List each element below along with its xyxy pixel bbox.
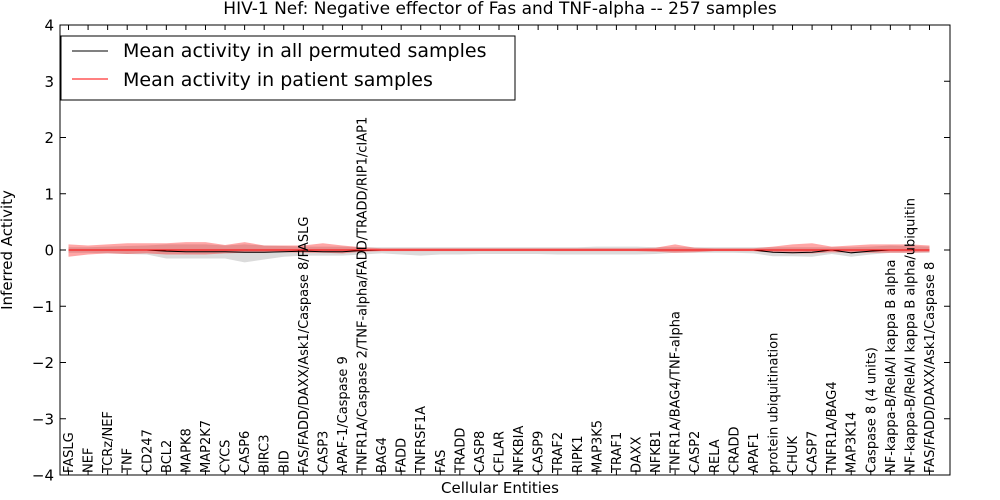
x-tick-label: CASP9 bbox=[532, 431, 547, 473]
y-tick-label: 4 bbox=[44, 17, 54, 35]
y-tick-label: 0 bbox=[44, 242, 54, 260]
y-tick-label: 1 bbox=[44, 185, 54, 203]
x-tick-label: TRAF2 bbox=[551, 432, 566, 474]
x-tick-label: TNFR1A/BAG4 bbox=[825, 381, 840, 474]
x-tick-label: NF-kappa-B/RelA/I kappa B alpha bbox=[884, 260, 899, 473]
x-tick-label: TNFR1A/BAG4/TNF-alpha bbox=[669, 311, 684, 474]
x-tick-label: BIRC3 bbox=[258, 435, 273, 474]
x-tick-label: TNFR1A/Caspase 2/TNF-alpha/FADD/TRADD/RI… bbox=[356, 117, 371, 474]
x-tick-label: NF-kappa-B/RelA/I kappa B alpha/ubiquiti… bbox=[903, 198, 918, 473]
x-tick-label: Caspase 8 (4 units) bbox=[864, 347, 879, 473]
confidence-bands bbox=[68, 242, 930, 263]
chart-title: HIV-1 Nef: Negative effector of Fas and … bbox=[223, 0, 777, 19]
x-axis-label: Cellular Entities bbox=[441, 479, 559, 497]
y-tick-label: −1 bbox=[32, 298, 54, 316]
x-tick-label: MAP3K14 bbox=[845, 412, 860, 473]
x-tick-label: FAS/FADD/DAXX/Ask1/Caspase 8/FASLG bbox=[297, 217, 312, 473]
x-tick-label: CD247 bbox=[140, 429, 155, 473]
x-tick-label: protein ubiquitination bbox=[766, 333, 781, 473]
x-tick-label: BCL2 bbox=[160, 440, 175, 473]
x-tick-label: APAF1 bbox=[747, 432, 762, 473]
legend-box bbox=[60, 35, 516, 101]
x-tick-label: TRADD bbox=[453, 428, 468, 474]
x-tick-label: CHUK bbox=[786, 436, 801, 473]
x-tick-label: BAG4 bbox=[375, 437, 390, 473]
x-tick-label: CASP7 bbox=[806, 431, 821, 473]
y-tick-label: 2 bbox=[44, 129, 54, 147]
x-tick-label: RIPK1 bbox=[571, 435, 586, 473]
x-tick-label: APAF-1/Caspase 9 bbox=[336, 356, 351, 473]
band-permuted bbox=[68, 244, 930, 263]
band-patient bbox=[68, 242, 930, 257]
x-tick-label: CASP2 bbox=[688, 431, 703, 473]
x-tick-label: BID bbox=[277, 450, 292, 473]
x-tick-label: FASLG bbox=[62, 432, 77, 473]
x-tick-label: FAS bbox=[434, 450, 449, 473]
y-tick-label: −3 bbox=[32, 410, 54, 428]
x-tick-label: MAPK8 bbox=[179, 428, 194, 473]
x-tick-label: FAS/FADD/DAXX/Ask1/Caspase 8 bbox=[923, 262, 938, 473]
x-tick-label: MAP3K5 bbox=[590, 420, 605, 473]
x-tick-label: MAP2K7 bbox=[199, 420, 214, 473]
x-tick-label: TRAF1 bbox=[610, 432, 625, 474]
y-tick-label: −2 bbox=[32, 354, 54, 372]
x-tick-label: DAXX bbox=[629, 436, 644, 473]
x-axis: FASLG NEF TCRz/NEF TNF CD247 BCL2 MAPK8 MAP2K7 C… bbox=[62, 25, 938, 475]
x-tick-label: CRADD bbox=[727, 427, 742, 474]
x-tick-label: CASP8 bbox=[473, 431, 488, 473]
x-tick-label: TNFRSF1A bbox=[414, 406, 429, 474]
plot-frame bbox=[59, 24, 951, 476]
x-tick-label: CYCS bbox=[219, 440, 234, 473]
y-tick-label: −4 bbox=[32, 467, 54, 485]
x-tick-label: TNF bbox=[121, 448, 136, 474]
x-tick-label: NFKBIA bbox=[512, 426, 527, 473]
x-tick-label: FADD bbox=[395, 438, 410, 473]
x-tick-label: NFKB1 bbox=[649, 430, 664, 473]
legend-label-permuted: Mean activity in all permuted samples bbox=[123, 40, 486, 62]
x-tick-label: CASP6 bbox=[238, 431, 253, 473]
y-tick-label: 3 bbox=[44, 73, 54, 91]
x-tick-label: RELA bbox=[708, 439, 723, 473]
y-axis: −4 −3 −2 −1 0 1 2 3 4 bbox=[32, 17, 950, 485]
x-tick-label: TCRz/NEF bbox=[101, 411, 116, 474]
legend: Mean activity in all permuted samples Me… bbox=[60, 35, 516, 101]
y-axis-label: Inferred Activity bbox=[0, 190, 16, 310]
legend-label-patient: Mean activity in patient samples bbox=[123, 69, 433, 91]
x-tick-label: CFLAR bbox=[493, 431, 508, 473]
series-lines bbox=[68, 249, 930, 254]
x-tick-label: CASP3 bbox=[316, 431, 331, 473]
x-tick-label: NEF bbox=[82, 448, 97, 473]
